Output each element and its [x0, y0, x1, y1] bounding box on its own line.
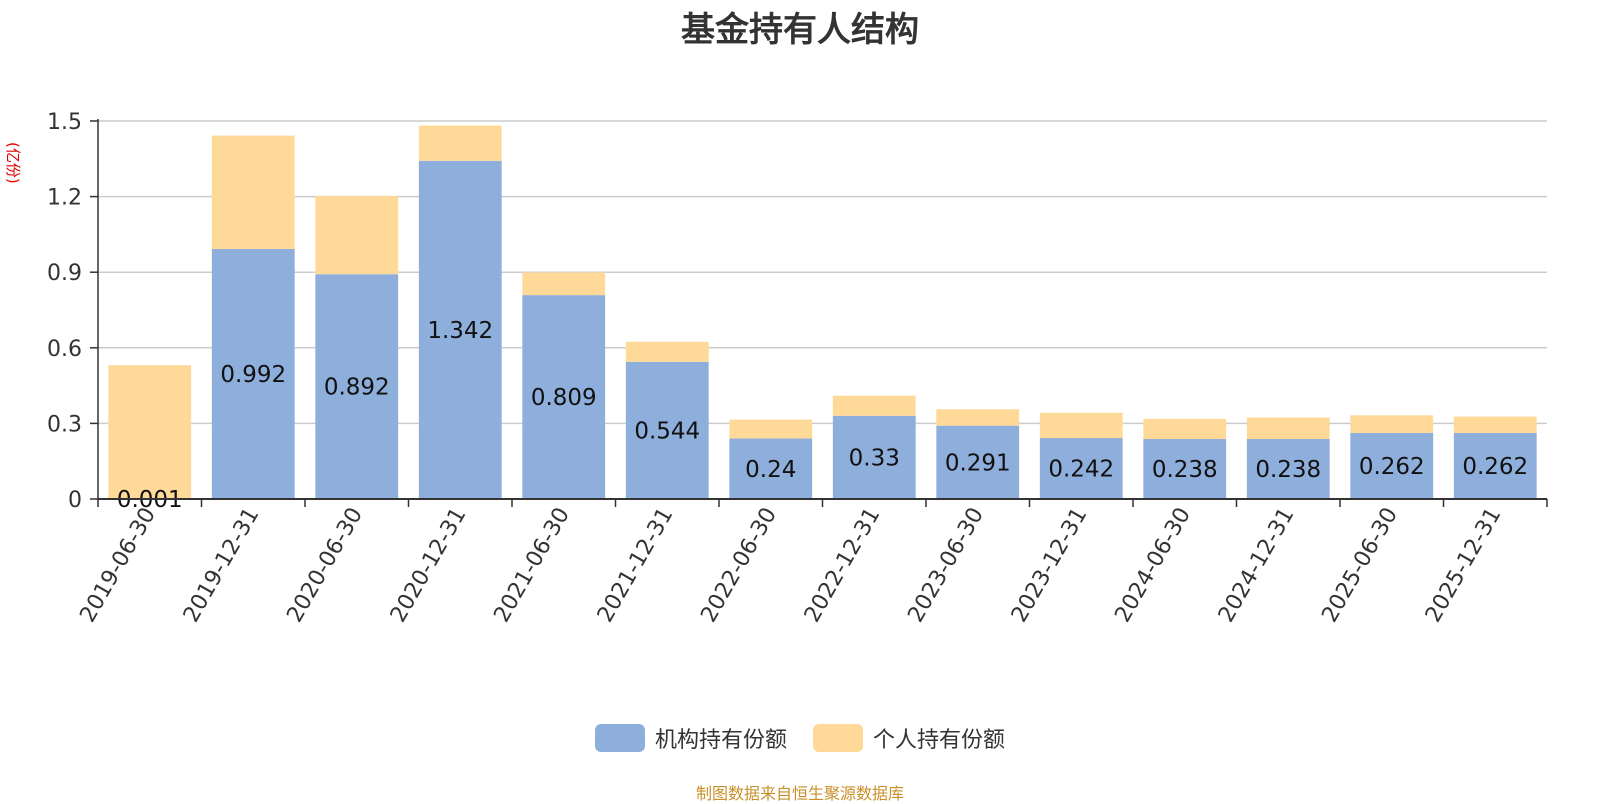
- x-tick-label: 2020-12-31: [386, 504, 472, 627]
- bar-individual: [1247, 418, 1330, 439]
- data-label-institutional: 1.342: [427, 318, 493, 344]
- y-tick-label: 1.5: [47, 110, 82, 135]
- y-tick-label: 0.9: [47, 261, 82, 286]
- data-label-institutional: 0.238: [1152, 457, 1218, 483]
- legend-item-institutional[interactable]: 机构持有份额: [595, 722, 787, 754]
- y-tick-label: 0.6: [47, 337, 82, 362]
- legend-label-individual: 个人持有份额: [873, 722, 1005, 754]
- bar-individual: [315, 196, 398, 274]
- y-tick-label: 0.3: [47, 412, 82, 437]
- data-label-institutional: 0.291: [945, 450, 1011, 476]
- data-label-institutional: 0.544: [634, 418, 700, 444]
- data-label-institutional: 0.262: [1462, 454, 1528, 480]
- x-tick-label: 2023-12-31: [1007, 504, 1093, 627]
- data-label-institutional: 0.262: [1359, 454, 1425, 480]
- x-tick-label: 2022-06-30: [696, 504, 782, 627]
- x-tick-label: 2024-06-30: [1110, 504, 1196, 627]
- legend-swatch-institutional: [595, 724, 645, 752]
- data-label-institutional: 0.238: [1255, 457, 1321, 483]
- bar-individual: [1143, 419, 1226, 439]
- bar-individual: [729, 420, 812, 439]
- x-tick-label: 2021-06-30: [489, 504, 575, 627]
- bar-individual: [936, 409, 1019, 425]
- x-tick-label: 2019-12-31: [179, 504, 265, 627]
- x-tick-label: 2025-06-30: [1317, 504, 1403, 627]
- data-label-institutional: 0.892: [324, 375, 390, 401]
- y-tick-label: 0: [68, 488, 82, 513]
- x-tick-label: 2022-12-31: [800, 504, 886, 627]
- x-tick-label: 2023-06-30: [903, 504, 989, 627]
- bar-individual: [1350, 415, 1433, 433]
- x-tick-label: 2021-12-31: [593, 504, 679, 627]
- bar-individual: [1454, 417, 1537, 433]
- bar-individual: [419, 126, 502, 161]
- data-label-institutional: 0.33: [849, 445, 900, 471]
- data-label-institutional: 0.809: [531, 385, 597, 411]
- bar-individual: [626, 342, 709, 362]
- bar-individual: [522, 272, 605, 295]
- legend: 机构持有份额 个人持有份额: [0, 722, 1600, 754]
- source-note: 制图数据来自恒生聚源数据库: [0, 780, 1600, 804]
- bar-individual: [212, 136, 295, 249]
- legend-swatch-individual: [813, 724, 863, 752]
- y-tick-label: 1.2: [47, 186, 82, 211]
- data-label-institutional: 0.992: [220, 362, 286, 388]
- legend-item-individual[interactable]: 个人持有份额: [813, 722, 1005, 754]
- x-tick-label: 2019-06-30: [75, 504, 161, 627]
- legend-label-institutional: 机构持有份额: [655, 722, 787, 754]
- data-label-institutional: 0.242: [1048, 457, 1114, 483]
- data-label-institutional: 0.24: [745, 457, 796, 483]
- bar-individual: [1040, 413, 1123, 438]
- bar-individual: [108, 365, 191, 499]
- x-tick-label: 2024-12-31: [1214, 504, 1300, 627]
- x-tick-label: 2025-12-31: [1421, 504, 1507, 627]
- x-tick-label: 2020-06-30: [282, 504, 368, 627]
- bar-individual: [833, 396, 916, 416]
